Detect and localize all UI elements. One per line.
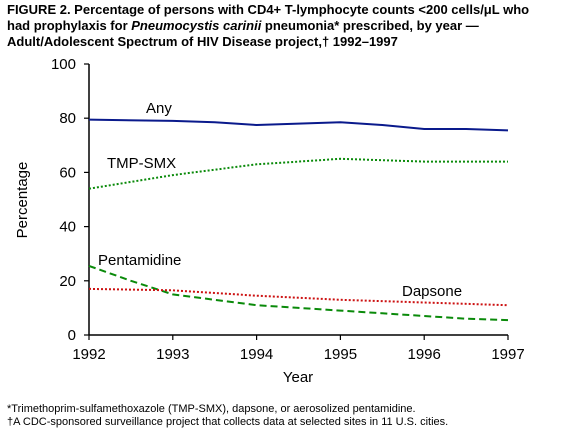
x-tick-label: 1996 — [408, 346, 441, 363]
series-label-dapsone: Dapsone — [402, 283, 462, 300]
x-tick-label: 1994 — [240, 346, 273, 363]
title-line-2: had prophylaxis for Pneumocystis carinii… — [7, 18, 563, 34]
footnote-2: †A CDC-sponsored surveillance project th… — [7, 416, 449, 428]
y-tick-label: 100 — [51, 56, 76, 73]
footnote-1: *Trimethoprim-sulfamethoxazole (TMP-SMX)… — [7, 403, 416, 415]
title-line-2-start: had prophylaxis for — [7, 18, 132, 33]
x-tick-label: 1997 — [491, 346, 524, 363]
series-label-pentamidine: Pentamidine — [98, 252, 181, 269]
x-tick-label: 1992 — [72, 346, 105, 363]
series-label-tmp-smx: TMP-SMX — [107, 155, 176, 172]
y-tick-label: 80 — [59, 110, 76, 127]
chart-series — [88, 118, 509, 322]
title-line-1: FIGURE 2. Percentage of persons with CD4… — [7, 2, 530, 17]
x-axis-label: Year — [283, 369, 313, 386]
y-axis-label: Percentage — [14, 162, 31, 239]
x-tick-label: 1995 — [324, 346, 357, 363]
title-line-3: Adult/Adolescent Spectrum of HIV Disease… — [7, 34, 398, 49]
y-tick-label: 0 — [68, 327, 76, 344]
x-tick-label: 1993 — [156, 346, 189, 363]
series-line-any — [88, 118, 509, 132]
series-line-pentamidine — [88, 264, 509, 322]
figure-title: FIGURE 2. Percentage of persons with CD4… — [7, 2, 563, 50]
y-tick-label: 40 — [59, 219, 76, 236]
series-line-dapsone — [88, 287, 509, 307]
y-tick-label: 20 — [59, 273, 76, 290]
y-tick-label: 60 — [59, 164, 76, 181]
series-labels: Any TMP-SMX Pentamidine Dapsone — [98, 100, 462, 300]
chart-axes: 0 20 40 60 80 100 1992 1993 1994 1995 1996 1997 — [51, 56, 525, 363]
title-line-2-italic: Pneumocystis carinii — [131, 18, 262, 33]
footnotes: *Trimethoprim-sulfamethoxazole (TMP-SMX)… — [7, 403, 448, 429]
series-label-any: Any — [146, 100, 172, 117]
title-line-2-end: pneumonia* prescribed, by year — — [261, 18, 479, 33]
